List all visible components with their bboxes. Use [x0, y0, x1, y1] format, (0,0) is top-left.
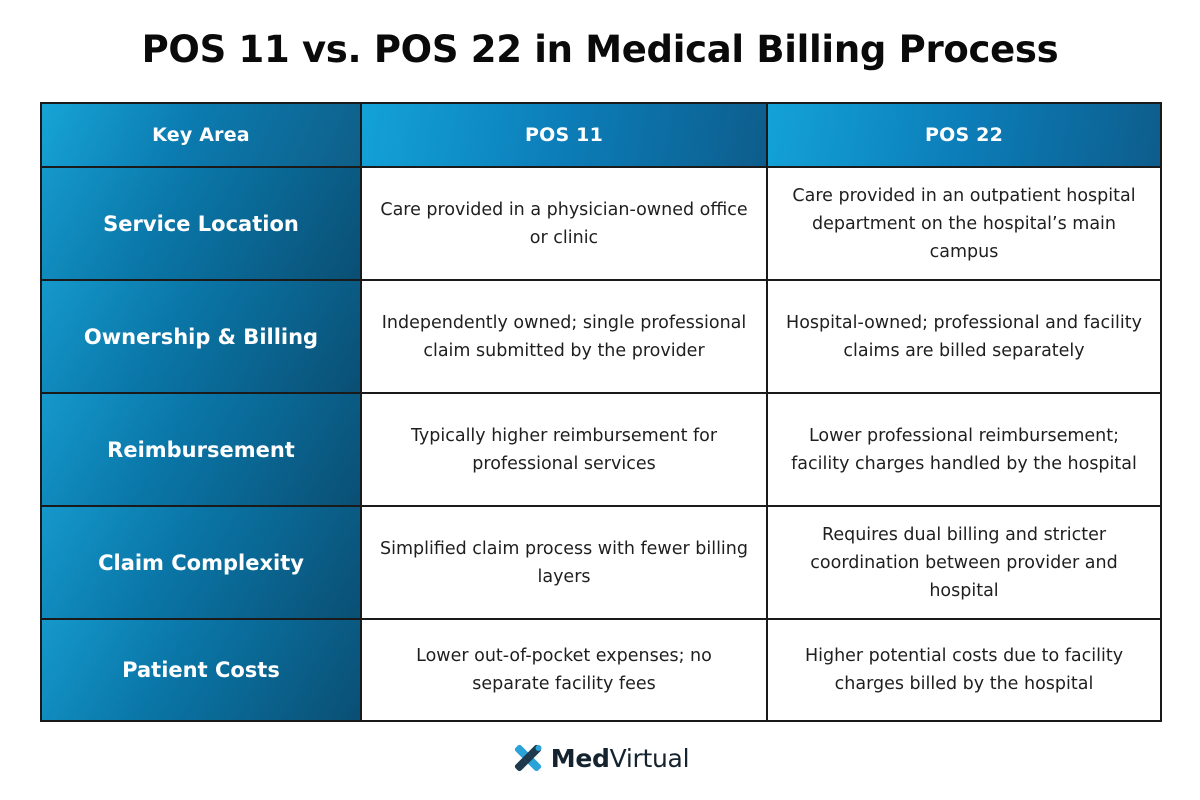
key-area-cell: Service Location	[40, 166, 362, 281]
table-row: Patient Costs Lower out-of-pocket expens…	[40, 618, 1162, 722]
key-area-cell: Reimbursement	[40, 392, 362, 507]
table-header-row: Key Area POS 11 POS 22	[40, 102, 1162, 168]
pos-22-cell: Care provided in an outpatient hospital …	[766, 166, 1162, 281]
pos-11-cell: Simplified claim process with fewer bill…	[360, 505, 768, 620]
pos-11-cell: Independently owned; single professional…	[360, 279, 768, 394]
comparison-table: Key Area POS 11 POS 22 Service Location …	[40, 102, 1162, 722]
pos-22-cell: Higher potential costs due to facility c…	[766, 618, 1162, 722]
logo-text-med: Med	[550, 743, 610, 773]
medvirtual-logo: MedVirtual	[0, 736, 1200, 780]
logo-wordmark: MedVirtual	[550, 743, 690, 773]
header-pos-11: POS 11	[360, 102, 768, 168]
table-row: Service Location Care provided in a phys…	[40, 166, 1162, 281]
pos-22-cell: Hospital-owned; professional and facilit…	[766, 279, 1162, 394]
key-area-cell: Claim Complexity	[40, 505, 362, 620]
page-title: POS 11 vs. POS 22 in Medical Billing Pro…	[141, 28, 1059, 71]
medvirtual-logo-icon	[511, 741, 545, 775]
pos-22-cell: Lower professional reimbursement; facili…	[766, 392, 1162, 507]
table-row: Ownership & Billing Independently owned;…	[40, 279, 1162, 394]
pos-22-cell: Requires dual billing and stricter coord…	[766, 505, 1162, 620]
pos-11-cell: Care provided in a physician-owned offic…	[360, 166, 768, 281]
logo-text-virtual: Virtual	[609, 743, 690, 773]
key-area-cell: Patient Costs	[40, 618, 362, 722]
header-pos-22: POS 22	[766, 102, 1162, 168]
pos-11-cell: Lower out-of-pocket expenses; no separat…	[360, 618, 768, 722]
table-row: Reimbursement Typically higher reimburse…	[40, 392, 1162, 507]
pos-11-cell: Typically higher reimbursement for profe…	[360, 392, 768, 507]
table-row: Claim Complexity Simplified claim proces…	[40, 505, 1162, 620]
key-area-cell: Ownership & Billing	[40, 279, 362, 394]
header-key-area: Key Area	[40, 102, 362, 168]
